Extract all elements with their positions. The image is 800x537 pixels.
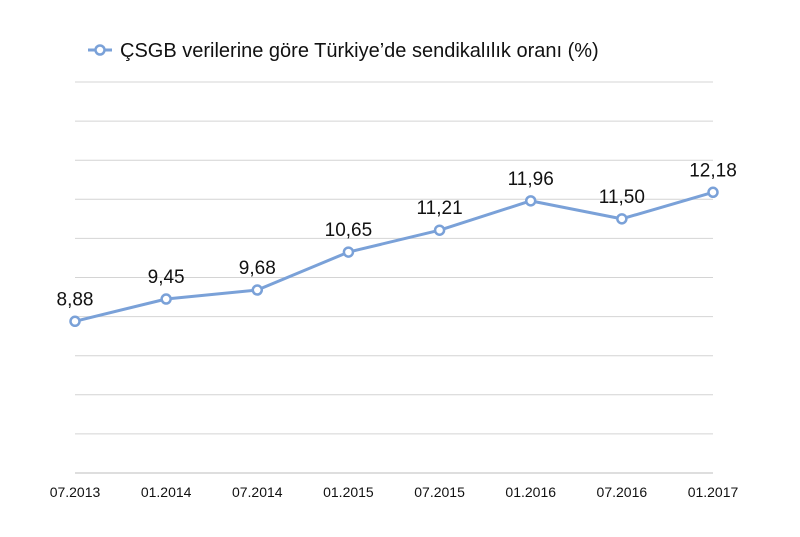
legend-label: ÇSGB verilerine göre Türkiye’de sendikal… [120, 40, 599, 62]
x-tick-label: 01.2017 [688, 484, 739, 500]
x-tick-label: 07.2016 [597, 484, 648, 500]
x-axis-tick-labels: 07.2013 01.2014 07.2014 01.2015 07.2015 01.20… [50, 484, 739, 500]
legend: ÇSGB verilerine göre Türkiye’de sendikal… [88, 40, 599, 62]
x-tick-label: 01.2015 [323, 484, 374, 500]
data-label: 12,18 [689, 160, 737, 181]
data-point [433, 224, 446, 236]
series-line-group [74, 190, 714, 323]
data-label: 11,21 [417, 198, 463, 219]
series-line [74, 190, 714, 323]
data-point [616, 213, 628, 225]
data-label: 9,45 [148, 267, 185, 288]
legend-point-marker [94, 44, 106, 56]
data-point [69, 315, 81, 328]
x-tick-label: 07.2015 [414, 484, 465, 500]
gridlines [75, 81, 713, 474]
x-tick-label: 01.2014 [141, 484, 192, 500]
data-label: 11,50 [599, 187, 645, 208]
data-points [69, 186, 719, 328]
data-point [707, 186, 719, 199]
x-tick-label: 07.2014 [232, 484, 283, 500]
data-label: 9,68 [239, 258, 276, 279]
data-label: 8,88 [57, 289, 94, 310]
x-tick-label: 01.2016 [505, 484, 556, 500]
data-point [524, 195, 537, 207]
data-label: 11,96 [508, 169, 554, 190]
data-label: 10,65 [325, 220, 373, 241]
x-tick-label: 07.2013 [50, 484, 101, 500]
data-point [160, 293, 172, 305]
data-point [251, 284, 264, 296]
data-labels: 8,88 9,45 9,68 10,65 11,21 11,96 11,50 12,18 [57, 160, 737, 310]
data-point [342, 246, 355, 258]
